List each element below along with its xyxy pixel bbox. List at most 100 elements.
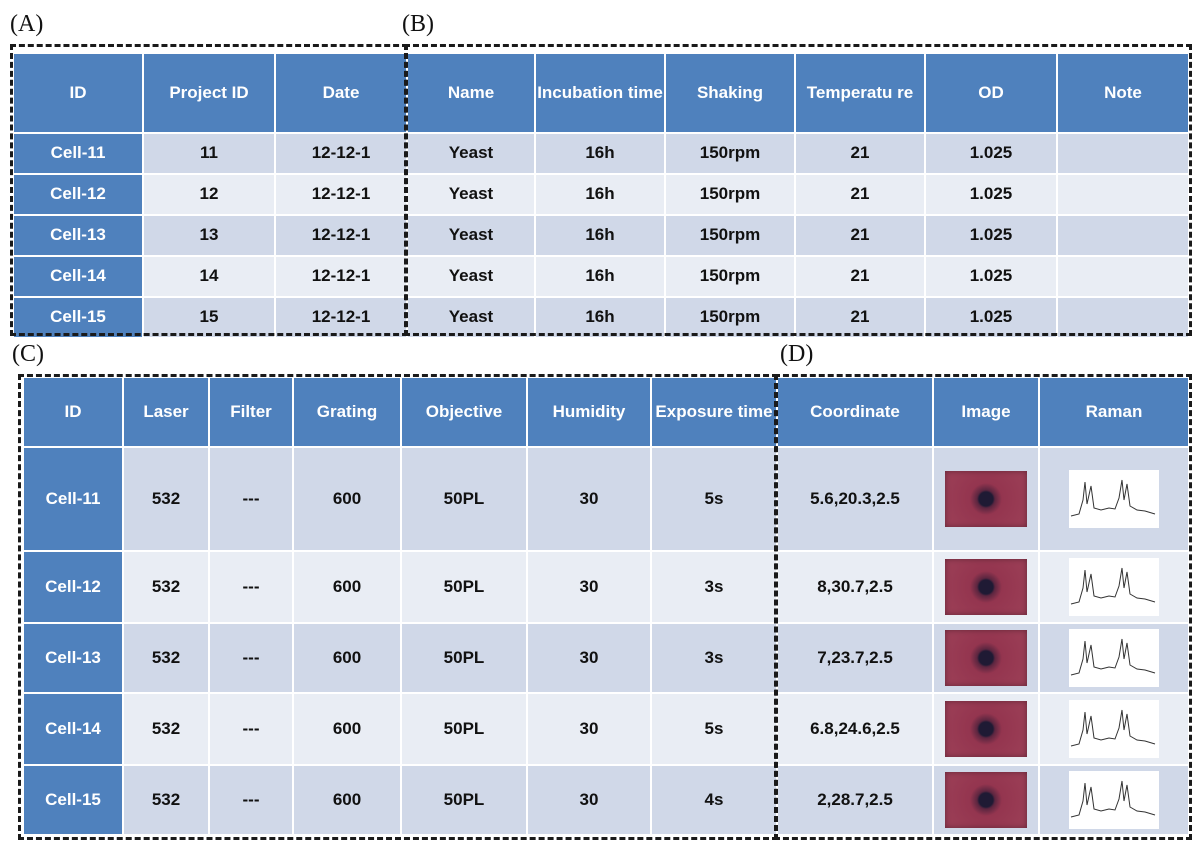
col-header-id: ID — [22, 376, 124, 448]
table-row: Cell-14 532 --- 600 50PL 30 5s — [22, 692, 778, 766]
panel-label-a: (A) — [10, 11, 44, 37]
cell-microscope-icon — [945, 471, 1027, 527]
table-row: 6.8,24.6,2.5 — [776, 692, 1190, 766]
cell-exposure-time: 3s — [650, 622, 778, 694]
raman-spectrum-icon — [1069, 558, 1159, 616]
cell-coordinate: 7,23.7,2.5 — [776, 622, 934, 694]
raman-spectrum-icon — [1069, 700, 1159, 758]
cell-coordinate: 6.8,24.6,2.5 — [776, 692, 934, 766]
cell-temperature: 21 — [794, 296, 926, 339]
cell-note — [1056, 255, 1190, 298]
cell-humidity: 30 — [526, 764, 652, 836]
cell-temperature: 21 — [794, 255, 926, 298]
cell-humidity: 30 — [526, 622, 652, 694]
col-header-id: ID — [12, 52, 144, 134]
cell-project-id: 11 — [142, 132, 276, 175]
cell-grating: 600 — [292, 622, 402, 694]
cell-date: 12-12-1 — [274, 255, 408, 298]
cell-date: 12-12-1 — [274, 173, 408, 216]
cell-date: 12-12-1 — [274, 296, 408, 339]
cell-id: Cell-12 — [22, 550, 124, 624]
cell-filter: --- — [208, 622, 294, 694]
cell-grating: 600 — [292, 692, 402, 766]
col-header-od: OD — [924, 52, 1058, 134]
col-header-project-id: Project ID — [142, 52, 276, 134]
cell-name: Yeast — [406, 296, 536, 339]
cell-note — [1056, 296, 1190, 339]
cell-exposure-time: 5s — [650, 692, 778, 766]
cell-microscope-icon — [945, 772, 1027, 828]
cell-image — [932, 446, 1040, 552]
table-row: Cell-11 11 12-12-1 — [12, 132, 408, 175]
cell-incubation-time: 16h — [534, 173, 666, 216]
cell-laser: 532 — [122, 764, 210, 836]
table-row: Yeast 16h 150rpm 21 1.025 — [406, 255, 1190, 298]
cell-microscope-icon — [945, 630, 1027, 686]
col-header-image: Image — [932, 376, 1040, 448]
cell-incubation-time: 16h — [534, 255, 666, 298]
table-row: Yeast 16h 150rpm 21 1.025 — [406, 132, 1190, 175]
cell-incubation-time: 16h — [534, 214, 666, 257]
table-row: Cell-15 532 --- 600 50PL 30 4s — [22, 764, 778, 836]
cell-name: Yeast — [406, 214, 536, 257]
cell-laser: 532 — [122, 550, 210, 624]
cell-raman — [1038, 764, 1190, 836]
table-row: Cell-13 532 --- 600 50PL 30 3s — [22, 622, 778, 694]
cell-humidity: 30 — [526, 446, 652, 552]
cell-shaking: 150rpm — [664, 255, 796, 298]
cell-grating: 600 — [292, 550, 402, 624]
cell-objective: 50PL — [400, 622, 528, 694]
cell-objective: 50PL — [400, 446, 528, 552]
table-row: Yeast 16h 150rpm 21 1.025 — [406, 296, 1190, 339]
col-header-name: Name — [406, 52, 536, 134]
table-row: Cell-13 13 12-12-1 — [12, 214, 408, 257]
cell-humidity: 30 — [526, 692, 652, 766]
col-header-raman: Raman — [1038, 376, 1190, 448]
table-c: ID Laser Filter Grating Objective Humidi… — [22, 376, 778, 836]
cell-raman — [1038, 622, 1190, 694]
cell-raman — [1038, 550, 1190, 624]
cell-objective: 50PL — [400, 692, 528, 766]
col-header-laser: Laser — [122, 376, 210, 448]
col-header-objective: Objective — [400, 376, 528, 448]
cell-incubation-time: 16h — [534, 296, 666, 339]
col-header-incubation-time: Incubation time — [534, 52, 666, 134]
cell-image — [932, 764, 1040, 836]
table-row: 8,30.7,2.5 — [776, 550, 1190, 624]
cell-grating: 600 — [292, 764, 402, 836]
cell-id: Cell-13 — [22, 622, 124, 694]
cell-temperature: 21 — [794, 132, 926, 175]
table-row: Yeast 16h 150rpm 21 1.025 — [406, 173, 1190, 216]
table-d: Coordinate Image Raman 5.6,20.3,2.5 8,30… — [776, 376, 1190, 836]
cell-shaking: 150rpm — [664, 214, 796, 257]
cell-grating: 600 — [292, 446, 402, 552]
cell-id: Cell-15 — [22, 764, 124, 836]
cell-od: 1.025 — [924, 255, 1058, 298]
cell-id: Cell-13 — [12, 214, 144, 257]
cell-name: Yeast — [406, 173, 536, 216]
table-row: Cell-11 532 --- 600 50PL 30 5s — [22, 446, 778, 552]
cell-od: 1.025 — [924, 132, 1058, 175]
cell-microscope-icon — [945, 701, 1027, 757]
cell-id: Cell-14 — [22, 692, 124, 766]
cell-shaking: 150rpm — [664, 173, 796, 216]
cell-raman — [1038, 692, 1190, 766]
cell-note — [1056, 214, 1190, 257]
cell-laser: 532 — [122, 622, 210, 694]
raman-spectrum-icon — [1069, 771, 1159, 829]
cell-coordinate: 8,30.7,2.5 — [776, 550, 934, 624]
cell-id: Cell-15 — [12, 296, 144, 339]
cell-project-id: 14 — [142, 255, 276, 298]
cell-exposure-time: 3s — [650, 550, 778, 624]
col-header-shaking: Shaking — [664, 52, 796, 134]
cell-shaking: 150rpm — [664, 296, 796, 339]
cell-name: Yeast — [406, 255, 536, 298]
cell-id: Cell-12 — [12, 173, 144, 216]
cell-note — [1056, 132, 1190, 175]
cell-objective: 50PL — [400, 764, 528, 836]
cell-filter: --- — [208, 692, 294, 766]
cell-name: Yeast — [406, 132, 536, 175]
panel-label-d: (D) — [780, 341, 814, 367]
table-row: 7,23.7,2.5 — [776, 622, 1190, 694]
cell-image — [932, 622, 1040, 694]
